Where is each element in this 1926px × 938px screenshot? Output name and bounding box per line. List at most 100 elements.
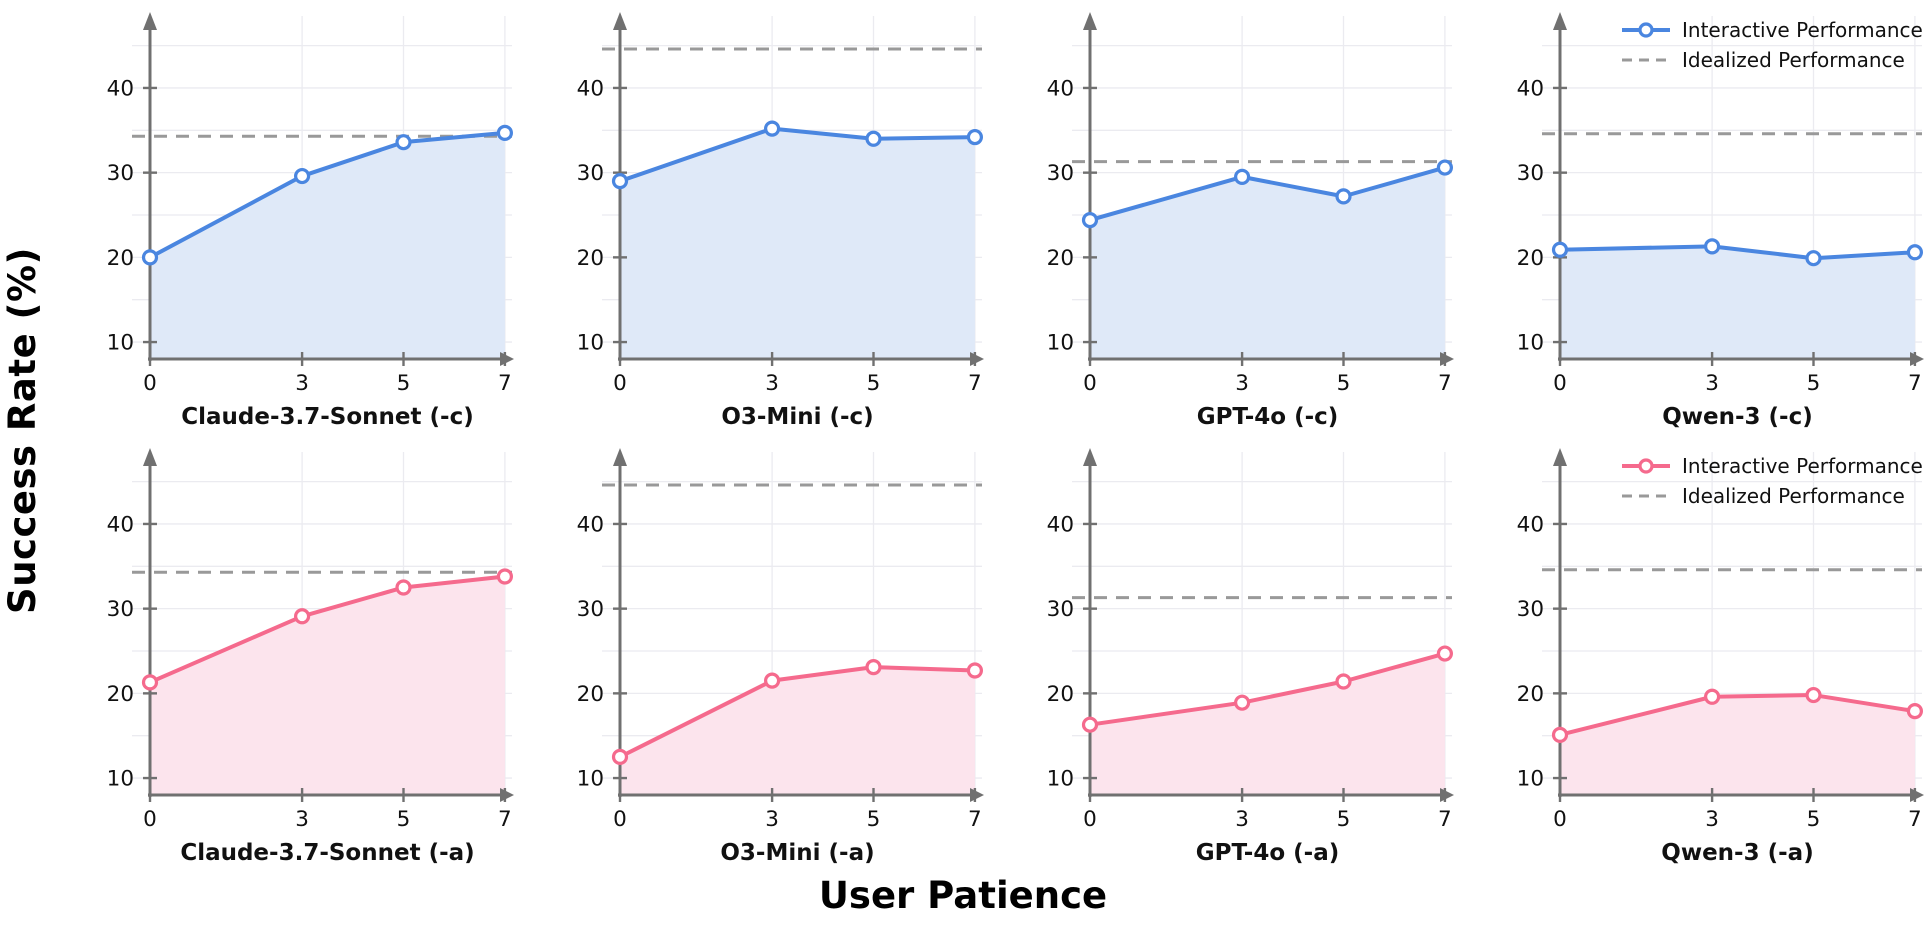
data-point-marker xyxy=(764,120,781,137)
data-point-marker xyxy=(496,124,513,141)
y-tick-label: 20 xyxy=(577,682,604,707)
data-point-marker xyxy=(764,672,781,689)
x-tick-label: 3 xyxy=(1705,371,1719,396)
data-point-marker xyxy=(1335,188,1352,205)
y-tick-label: 40 xyxy=(107,76,134,101)
plot-claude-3-7-sonnet-c: 10 20 30 40 0 3 5 7 xyxy=(107,12,514,396)
panel-claude-3-7-sonnet-a: 10 20 30 40 0 3 5 7 Claude-3.7-Sonnet (-a) xyxy=(44,438,514,870)
data-point-marker xyxy=(395,134,412,151)
x-axis-arrow-icon xyxy=(500,788,514,802)
x-tick-label: 5 xyxy=(1337,371,1351,396)
y-tick-label: 40 xyxy=(1047,76,1074,101)
chart-title: Qwen-3 (-c) xyxy=(1662,404,1813,430)
y-tick-label: 30 xyxy=(1047,597,1074,622)
x-tick-label: 0 xyxy=(1083,371,1097,396)
data-point-marker xyxy=(1081,211,1099,229)
legend-interactive-label: Interactive Performance xyxy=(1682,454,1923,478)
data-point-marker xyxy=(865,130,882,147)
data-point-marker xyxy=(141,674,159,691)
plot-claude-3-7-sonnet-a: 10 20 30 40 0 3 5 7 xyxy=(107,448,514,832)
y-tick-label: 20 xyxy=(577,246,604,271)
area-fill xyxy=(1560,695,1915,795)
y-tick-label: 40 xyxy=(577,76,604,101)
x-tick-label: 3 xyxy=(765,371,779,396)
x-axis-arrow-icon xyxy=(970,352,984,366)
x-axis-arrow-icon xyxy=(970,788,984,802)
x-axis-arrow-icon xyxy=(1440,352,1454,366)
legend-interactive-label: Interactive Performance xyxy=(1682,18,1923,42)
y-tick-label: 30 xyxy=(1517,161,1544,186)
y-axis-arrow-icon xyxy=(613,448,627,466)
data-point-marker xyxy=(395,579,412,596)
x-tick-label: 0 xyxy=(613,371,627,396)
x-tick-label: 5 xyxy=(1807,371,1821,396)
y-axis-arrow-icon xyxy=(1553,12,1567,30)
data-point-marker xyxy=(611,173,629,190)
data-point-marker xyxy=(294,167,311,185)
panel-claude-3-7-sonnet-c: 10 20 30 40 0 3 5 7 Claude-3.7-Sonnet (-c) xyxy=(44,2,514,434)
chart-title: Claude-3.7-Sonnet (-a) xyxy=(180,840,475,866)
y-tick-label: 10 xyxy=(1517,767,1544,792)
y-tick-label: 20 xyxy=(1047,682,1074,707)
data-point-marker xyxy=(1081,716,1099,733)
area-fill xyxy=(150,576,505,795)
y-tick-label: 10 xyxy=(1047,767,1074,792)
area-fill xyxy=(620,667,975,795)
y-tick-label: 10 xyxy=(577,331,604,356)
y-axis-arrow-icon xyxy=(1083,448,1097,466)
y-tick-label: 10 xyxy=(1047,331,1074,356)
y-tick-label: 30 xyxy=(577,597,604,622)
x-tick-label: 5 xyxy=(397,807,411,832)
chart-title: Qwen-3 (-a) xyxy=(1661,840,1814,866)
x-tick-label: 7 xyxy=(1908,807,1922,832)
x-tick-label: 3 xyxy=(295,371,309,396)
chart-title: GPT-4o (-c) xyxy=(1196,404,1339,430)
y-tick-label: 40 xyxy=(107,512,134,537)
x-tick-label: 7 xyxy=(968,807,982,832)
plot-qwen-3-c: 10 20 30 40 0 3 5 7 Interactive Performance Ideal… xyxy=(1517,12,1924,396)
data-point-marker xyxy=(294,608,311,625)
chart-title: O3-Mini (-c) xyxy=(721,404,874,430)
x-tick-label: 0 xyxy=(143,807,157,832)
y-tick-label: 10 xyxy=(577,767,604,792)
panel-gpt-4o-a: 10 20 30 40 0 3 5 7 GPT-4o (-a) xyxy=(984,438,1454,870)
data-point-marker xyxy=(1906,244,1923,261)
x-tick-label: 7 xyxy=(498,371,512,396)
plot-o3-mini-a: 10 20 30 40 0 3 5 7 xyxy=(577,448,984,832)
y-tick-label: 10 xyxy=(107,767,134,792)
plot-o3-mini-c: 10 20 30 40 0 3 5 7 xyxy=(577,12,984,396)
data-point-marker xyxy=(1704,688,1721,705)
y-tick-label: 40 xyxy=(577,512,604,537)
data-point-marker xyxy=(966,662,983,679)
interactive-line xyxy=(1558,693,1917,737)
area-fill xyxy=(1090,167,1445,359)
panel-qwen-3-c: 10 20 30 40 0 3 5 7 Interactive Performance Ideal… xyxy=(1454,2,1924,434)
x-tick-label: 0 xyxy=(1083,807,1097,832)
x-tick-label: 5 xyxy=(1337,807,1351,832)
y-tick-label: 20 xyxy=(107,246,134,271)
x-tick-label: 5 xyxy=(397,371,411,396)
y-tick-label: 20 xyxy=(1517,682,1544,707)
interactive-line xyxy=(618,126,977,184)
y-tick-label: 20 xyxy=(107,682,134,707)
data-point-marker xyxy=(1551,726,1569,743)
y-tick-label: 10 xyxy=(107,331,134,356)
chart-title: O3-Mini (-a) xyxy=(720,840,875,866)
interactive-line xyxy=(1088,651,1447,727)
x-tick-label: 3 xyxy=(1235,371,1249,396)
y-tick-label: 20 xyxy=(1047,246,1074,271)
interactive-line xyxy=(148,130,507,260)
y-axis-arrow-icon xyxy=(143,448,157,466)
plot-gpt-4o-c: 10 20 30 40 0 3 5 7 xyxy=(1047,12,1454,396)
x-axis-label: User Patience xyxy=(818,874,1108,917)
y-tick-label: 40 xyxy=(1517,512,1544,537)
x-tick-label: 7 xyxy=(1438,371,1452,396)
legend-interactive-marker-icon xyxy=(1638,22,1654,38)
data-point-marker xyxy=(1906,703,1923,720)
x-tick-label: 3 xyxy=(765,807,779,832)
y-axis-arrow-icon xyxy=(613,12,627,30)
data-point-marker xyxy=(966,128,983,146)
panel-gpt-4o-c: 10 20 30 40 0 3 5 7 GPT-4o (-c) xyxy=(984,2,1454,434)
data-point-marker xyxy=(141,249,159,266)
y-tick-label: 30 xyxy=(107,161,134,186)
